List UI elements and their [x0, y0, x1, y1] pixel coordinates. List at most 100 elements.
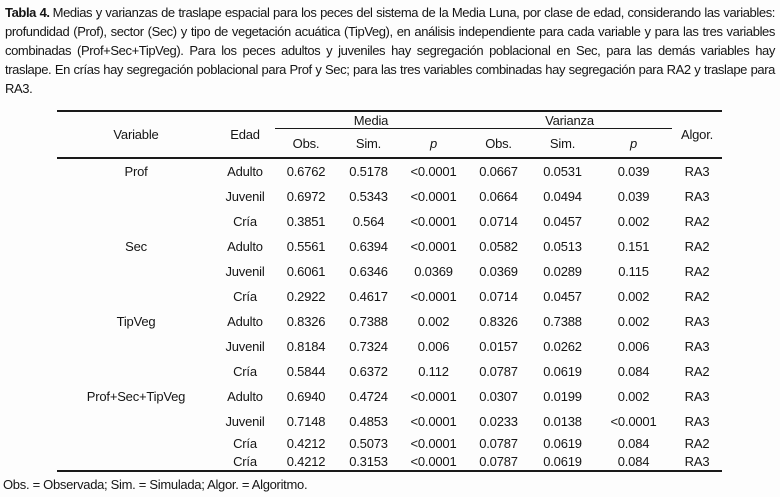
cell-m-obs: 0.7148 — [286, 414, 326, 429]
cell-m-p: <0.0001 — [410, 164, 457, 179]
cell-m-sim: 0.3153 — [349, 453, 388, 469]
col-group-media: Media — [275, 111, 468, 129]
cell-v-obs: 0.0233 — [479, 414, 518, 429]
cell-v-sim: 0.0531 — [543, 164, 582, 179]
cell-algor: RA3 — [684, 164, 710, 179]
caption-text: Medias y varianzas de traslape espacial … — [5, 5, 776, 96]
cell-v-p: 0.084 — [617, 364, 650, 379]
cell-m-sim: 0.4617 — [349, 289, 388, 304]
header-group-row: Variable Edad Media Varianza Algor. — [57, 111, 723, 159]
col-header-edad: Edad — [215, 111, 275, 159]
cell-algor: RA2 — [684, 264, 710, 279]
table-row: Cría 0.4212 0.3153 <0.0001 0.0787 0.0619 0.084… — [57, 452, 722, 471]
cell-algor: RA3 — [684, 389, 710, 404]
cell-v-sim: 0.0138 — [543, 414, 582, 429]
cell-edad: Juvenil — [225, 189, 265, 204]
table-row: TipVeg Adulto 0.8326 0.7388 0.002 0.8326 0.738… — [57, 309, 722, 334]
cell-v-obs: 0.0714 — [479, 289, 518, 304]
cell-m-sim: 0.4724 — [349, 389, 388, 404]
cell-edad: Cría — [233, 435, 257, 451]
cell-m-p: <0.0001 — [410, 389, 457, 404]
table-caption: Tabla 4. Medias y varianzas de traslape e… — [5, 3, 775, 98]
cell-edad: Juvenil — [225, 264, 265, 279]
cell-v-obs: 0.0667 — [479, 164, 518, 179]
cell-m-p: <0.0001 — [410, 239, 457, 254]
cell-v-sim: 0.0619 — [543, 453, 582, 469]
col-header-media-sim: Sim. — [337, 128, 400, 159]
cell-m-sim: 0.7388 — [349, 314, 388, 329]
cell-variable — [57, 259, 215, 284]
table-row: Cría 0.4212 0.5073 <0.0001 0.0787 0.0619 0.084… — [57, 434, 722, 452]
cell-m-p: <0.0001 — [410, 189, 457, 204]
cell-edad: Juvenil — [225, 339, 265, 354]
cell-variable: TipVeg — [116, 314, 156, 329]
cell-m-obs: 0.6762 — [286, 164, 326, 179]
cell-variable — [57, 359, 215, 384]
cell-v-p: 0.039 — [617, 189, 650, 204]
cell-edad: Cría — [233, 214, 257, 229]
cell-v-obs: 0.8326 — [479, 314, 518, 329]
cell-m-p: 0.112 — [418, 364, 449, 379]
cell-variable — [57, 184, 215, 209]
cell-v-sim: 0.7388 — [543, 314, 582, 329]
cell-m-obs: 0.6061 — [286, 264, 326, 279]
cell-v-sim: 0.0513 — [543, 239, 582, 254]
table-row: Juvenil 0.7148 0.4853 <0.0001 0.0233 0.0138 <0… — [57, 409, 722, 434]
cell-v-p: 0.002 — [617, 289, 650, 304]
table-row: Sec Adulto 0.5561 0.6394 <0.0001 0.0582 0.0513… — [57, 234, 722, 259]
cell-v-obs: 0.0664 — [479, 189, 518, 204]
cell-v-obs: 0.0787 — [479, 435, 518, 451]
cell-variable: Sec — [125, 239, 147, 254]
cell-edad: Cría — [233, 364, 257, 379]
cell-v-obs: 0.0157 — [479, 339, 518, 354]
cell-algor: RA3 — [684, 189, 710, 204]
cell-v-sim: 0.0619 — [543, 364, 582, 379]
cell-m-p: <0.0001 — [410, 435, 457, 451]
cell-m-obs: 0.8326 — [286, 314, 326, 329]
col-header-media-p: p — [400, 128, 468, 159]
table-row: Prof+Sec+TipVeg Adulto 0.6940 0.4724 <0.0001… — [57, 384, 722, 409]
cell-algor: RA2 — [684, 435, 710, 451]
col-header-varianza-p: p — [595, 128, 673, 159]
cell-m-sim: 0.6372 — [349, 364, 388, 379]
table-header: Variable Edad Media Varianza Algor. Obs.… — [57, 111, 723, 159]
cell-algor: RA2 — [684, 239, 710, 254]
table-row: Juvenil 0.8184 0.7324 0.006 0.0157 0.0262 0.00… — [57, 334, 722, 359]
cell-v-p: 0.151 — [617, 239, 650, 254]
cell-m-obs: 0.6940 — [286, 389, 326, 404]
table-body: Prof Adulto 0.6762 0.5178 <0.0001 0.0667 0.053… — [57, 158, 722, 471]
cell-m-obs: 0.2922 — [286, 289, 326, 304]
cell-m-obs: 0.3851 — [286, 214, 326, 229]
cell-v-obs: 0.0787 — [479, 453, 518, 469]
caption-label: Tabla 4. — [5, 5, 50, 20]
cell-m-obs: 0.5561 — [286, 239, 326, 254]
cell-edad: Cría — [233, 289, 257, 304]
cell-m-obs: 0.5844 — [286, 364, 326, 379]
cell-m-p: <0.0001 — [410, 414, 457, 429]
cell-v-sim: 0.0289 — [543, 264, 582, 279]
cell-v-obs: 0.0787 — [479, 364, 518, 379]
cell-edad: Juvenil — [225, 414, 265, 429]
cell-v-p: 0.002 — [617, 214, 650, 229]
cell-m-sim: 0.5343 — [349, 189, 388, 204]
cell-v-obs: 0.0307 — [479, 389, 518, 404]
cell-m-p: <0.0001 — [410, 289, 457, 304]
cell-algor: RA2 — [684, 364, 710, 379]
cell-algor: RA3 — [684, 453, 710, 469]
header-subrow: Obs. Sim. p Obs. Sim. p — [57, 128, 722, 159]
cell-m-sim: 0.564 — [352, 214, 385, 229]
cell-m-p: <0.0001 — [410, 214, 457, 229]
cell-v-sim: 0.0619 — [543, 435, 582, 451]
cell-m-obs: 0.4212 — [286, 453, 326, 469]
cell-v-sim: 0.0494 — [543, 189, 582, 204]
table-footnote: Obs. = Observada; Sim. = Simulada; Algor… — [3, 477, 308, 492]
table-row: Prof Adulto 0.6762 0.5178 <0.0001 0.0667 0.053… — [57, 158, 722, 184]
cell-m-p: 0.006 — [417, 339, 450, 354]
col-header-algor: Algor. — [672, 111, 723, 159]
cell-m-sim: 0.5073 — [349, 435, 388, 451]
cell-variable — [57, 334, 215, 359]
cell-v-sim: 0.0199 — [543, 389, 582, 404]
cell-variable — [57, 284, 215, 309]
cell-m-sim: 0.6346 — [349, 264, 388, 279]
table-row: Cría 0.5844 0.6372 0.112 0.0787 0.0619 0.084 RA… — [57, 359, 722, 384]
